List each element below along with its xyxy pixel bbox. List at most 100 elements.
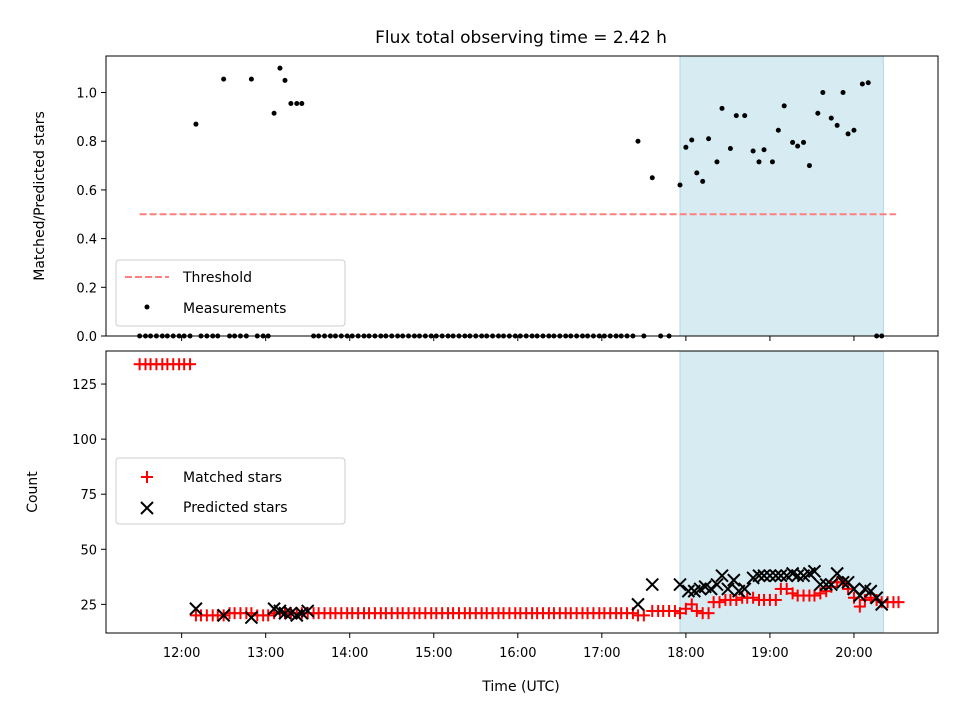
bottom-xtick-label: 20:00 xyxy=(835,646,872,661)
measurement-point xyxy=(733,113,739,119)
bottom-data-points xyxy=(133,358,905,625)
legend-predicted-swatch xyxy=(140,501,154,515)
matched-star-point xyxy=(184,358,197,371)
bottom-plot: 25 50 75 100 125 12:00 13:00 14:00 15:00 16:00 17:… xyxy=(25,350,939,695)
predicted-star-point xyxy=(710,577,724,592)
matched-star-point xyxy=(769,593,782,606)
matched-star-point xyxy=(842,582,855,595)
predicted-star-point xyxy=(853,588,867,603)
top-ytick-label: 0.0 xyxy=(76,330,97,345)
bottom-legend: Matched stars Predicted stars xyxy=(115,457,346,525)
legend-measurements-label: Measurements xyxy=(183,301,286,317)
matched-star-point xyxy=(685,598,698,611)
measurement-point xyxy=(801,139,807,145)
matched-star-point xyxy=(637,609,650,622)
bottom-xtick-label: 12:00 xyxy=(163,646,200,661)
predicted-star-point xyxy=(824,577,838,592)
top-plot: 0.0 0.2 0.4 0.6 0.8 1.0 Matched/Predicted sta… xyxy=(32,55,939,345)
measurement-point xyxy=(299,100,305,106)
measurement-point xyxy=(790,139,796,145)
measurement-point xyxy=(271,110,277,116)
predicted-star-point xyxy=(830,566,844,581)
bottom-ytick-label: 50 xyxy=(80,543,97,558)
measurement-point xyxy=(677,182,683,188)
matched-star-point xyxy=(892,596,905,609)
top-axes-frame xyxy=(105,55,939,337)
measurement-point xyxy=(834,122,840,128)
top-ytick-label: 0.8 xyxy=(76,135,97,150)
predicted-star-point xyxy=(819,577,833,592)
predicted-star-point xyxy=(737,582,752,596)
predicted-star-point xyxy=(813,577,828,592)
legend-matched-label: Matched stars xyxy=(183,470,282,486)
measurement-point xyxy=(756,159,762,165)
measurement-point xyxy=(851,127,857,133)
predicted-star-point xyxy=(704,582,718,596)
predicted-star-point xyxy=(715,569,729,583)
top-ytick-label: 0.2 xyxy=(76,281,97,296)
measurement-point xyxy=(742,113,748,119)
measurement-point xyxy=(840,90,846,96)
measurement-point xyxy=(806,163,812,169)
top-shaded-region xyxy=(679,55,884,337)
matched-star-point xyxy=(713,596,726,609)
measurement-point xyxy=(282,77,288,83)
measurement-point xyxy=(795,143,801,149)
measurement-point xyxy=(815,110,821,116)
predicted-star-point xyxy=(673,577,687,592)
matched-star-point xyxy=(808,589,821,602)
predicted-star-point xyxy=(790,569,805,583)
matched-star-point xyxy=(702,607,715,620)
bottom-legend-box xyxy=(115,457,346,525)
bottom-xtick-label: 18:00 xyxy=(667,646,704,661)
bottom-ytick-label: 25 xyxy=(80,598,97,613)
bottom-xtick-label: 14:00 xyxy=(331,646,368,661)
top-ytick-label: 0.4 xyxy=(76,233,97,248)
measurement-point xyxy=(820,90,826,96)
matched-star-point xyxy=(747,591,760,604)
legend-matched-swatch xyxy=(141,471,153,483)
top-chart-title: Flux total observing time = 2.42 h xyxy=(375,28,667,48)
bottom-xtick-label: 13:00 xyxy=(247,646,284,661)
legend-predicted-label: Predicted stars xyxy=(183,500,288,516)
top-ytick-label: 1.0 xyxy=(76,87,97,102)
predicted-star-point xyxy=(645,577,659,592)
bottom-ytick-label: 75 xyxy=(80,488,97,503)
measurement-point xyxy=(859,81,865,87)
predicted-star-point xyxy=(300,604,315,618)
predicted-star-point xyxy=(631,597,645,612)
predicted-star-point xyxy=(681,584,696,598)
measurement-point xyxy=(769,159,775,165)
top-legend: Threshold Measurements xyxy=(115,259,346,327)
measurement-point xyxy=(700,178,706,184)
measurement-point xyxy=(706,136,712,142)
predicted-star-point xyxy=(874,597,889,612)
matched-star-point xyxy=(730,593,743,606)
top-axis-ticks: 0.0 0.2 0.4 0.6 0.8 1.0 xyxy=(76,87,855,345)
measurement-point xyxy=(221,76,227,82)
measurement-point xyxy=(277,65,283,71)
predicted-star-point xyxy=(836,575,850,590)
bottom-y-axis-label: Count xyxy=(25,471,41,513)
bottom-xtick-label: 19:00 xyxy=(751,646,788,661)
measurement-point xyxy=(727,146,733,152)
measurement-point xyxy=(714,159,720,165)
legend-measurements-swatch xyxy=(144,304,150,310)
measurement-point xyxy=(635,138,641,144)
top-legend-box xyxy=(115,259,346,327)
predicted-star-point xyxy=(807,564,822,579)
measurement-point xyxy=(775,127,781,133)
predicted-star-point xyxy=(278,606,292,620)
predicted-star-point xyxy=(769,569,783,583)
predicted-star-point xyxy=(869,591,884,605)
predicted-star-point xyxy=(244,610,259,625)
measurement-point xyxy=(689,137,695,143)
bottom-xtick-label: 17:00 xyxy=(583,646,620,661)
measurement-point xyxy=(248,76,254,82)
predicted-star-point xyxy=(216,608,231,623)
legend-threshold-label: Threshold xyxy=(182,270,252,286)
bottom-xtick-label: 16:00 xyxy=(499,646,536,661)
measurement-point xyxy=(865,80,871,86)
matched-star-point xyxy=(853,600,866,613)
